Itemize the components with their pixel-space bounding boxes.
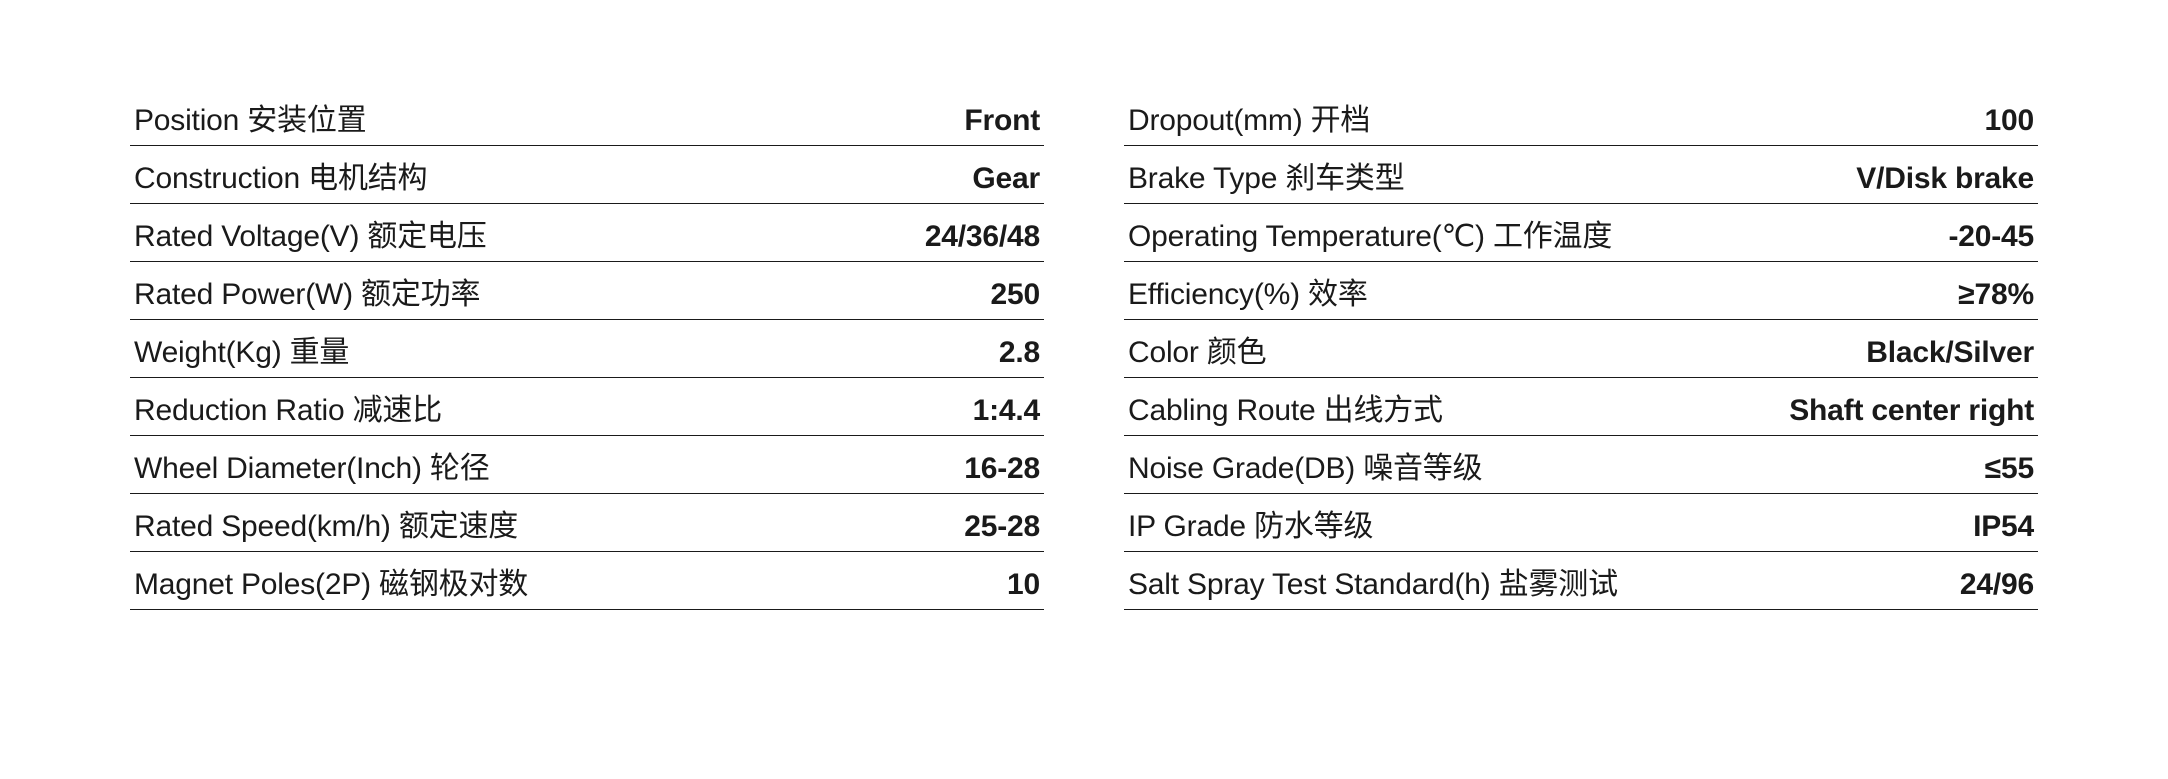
spec-label: Efficiency(%) 效率 <box>1128 269 1368 313</box>
spec-label: Construction 电机结构 <box>134 153 427 197</box>
spec-row: Noise Grade(DB) 噪音等级 ≤55 <box>1124 436 2038 494</box>
spec-row: Rated Power(W) 额定功率 250 <box>130 262 1044 320</box>
spec-column-right: Dropout(mm) 开档 100 Brake Type 刹车类型 V/Dis… <box>1124 88 2038 610</box>
spec-label: Wheel Diameter(Inch) 轮径 <box>134 443 490 487</box>
spec-row: Weight(Kg) 重量 2.8 <box>130 320 1044 378</box>
spec-column-left: Position 安装位置 Front Construction 电机结构 Ge… <box>130 88 1044 610</box>
spec-row: IP Grade 防水等级 IP54 <box>1124 494 2038 552</box>
spec-label: Reduction Ratio 减速比 <box>134 385 442 429</box>
spec-label: Dropout(mm) 开档 <box>1128 95 1370 139</box>
spec-value: 1:4.4 <box>973 394 1040 428</box>
spec-label: Noise Grade(DB) 噪音等级 <box>1128 443 1482 487</box>
spec-row: Wheel Diameter(Inch) 轮径 16-28 <box>130 436 1044 494</box>
spec-label: Salt Spray Test Standard(h) 盐雾测试 <box>1128 559 1618 603</box>
spec-row: Reduction Ratio 减速比 1:4.4 <box>130 378 1044 436</box>
spec-value: 25-28 <box>964 510 1040 544</box>
spec-row: Magnet Poles(2P) 磁钢极对数 10 <box>130 552 1044 610</box>
spec-row: Brake Type 刹车类型 V/Disk brake <box>1124 146 2038 204</box>
spec-value: ≤55 <box>1985 452 2034 486</box>
spec-row: Position 安装位置 Front <box>130 88 1044 146</box>
spec-value: ≥78% <box>1958 278 2034 312</box>
spec-table: Position 安装位置 Front Construction 电机结构 Ge… <box>130 88 2038 610</box>
spec-row: Rated Voltage(V) 额定电压 24/36/48 <box>130 204 1044 262</box>
spec-row: Efficiency(%) 效率 ≥78% <box>1124 262 2038 320</box>
spec-label: Rated Voltage(V) 额定电压 <box>134 211 487 255</box>
spec-value: 2.8 <box>999 336 1040 370</box>
spec-row: Construction 电机结构 Gear <box>130 146 1044 204</box>
spec-row: Salt Spray Test Standard(h) 盐雾测试 24/96 <box>1124 552 2038 610</box>
spec-value: Gear <box>972 162 1040 196</box>
spec-label: Operating Temperature(℃) 工作温度 <box>1128 211 1612 255</box>
spec-row: Cabling Route 出线方式 Shaft center right <box>1124 378 2038 436</box>
spec-row: Rated Speed(km/h) 额定速度 25-28 <box>130 494 1044 552</box>
spec-row: Dropout(mm) 开档 100 <box>1124 88 2038 146</box>
spec-value: -20-45 <box>1948 220 2034 254</box>
spec-label: Position 安装位置 <box>134 95 366 139</box>
spec-label: Magnet Poles(2P) 磁钢极对数 <box>134 559 528 603</box>
spec-label: Brake Type 刹车类型 <box>1128 153 1405 197</box>
spec-value: IP54 <box>1973 510 2034 544</box>
spec-label: Rated Power(W) 额定功率 <box>134 269 480 313</box>
spec-label: Rated Speed(km/h) 额定速度 <box>134 501 518 545</box>
spec-value: 100 <box>1985 104 2034 138</box>
spec-label: Color 颜色 <box>1128 327 1266 371</box>
spec-label: Weight(Kg) 重量 <box>134 327 349 371</box>
spec-value: 24/36/48 <box>925 220 1040 254</box>
spec-value: V/Disk brake <box>1856 162 2034 196</box>
spec-value: 250 <box>991 278 1040 312</box>
spec-value: 16-28 <box>964 452 1040 486</box>
spec-value: Black/Silver <box>1866 336 2034 370</box>
spec-value: Shaft center right <box>1789 394 2034 428</box>
spec-value: 10 <box>1007 568 1040 602</box>
spec-row: Color 颜色 Black/Silver <box>1124 320 2038 378</box>
spec-label: IP Grade 防水等级 <box>1128 501 1373 545</box>
spec-label: Cabling Route 出线方式 <box>1128 385 1443 429</box>
spec-value: Front <box>964 104 1040 138</box>
spec-value: 24/96 <box>1960 568 2034 602</box>
spec-row: Operating Temperature(℃) 工作温度 -20-45 <box>1124 204 2038 262</box>
